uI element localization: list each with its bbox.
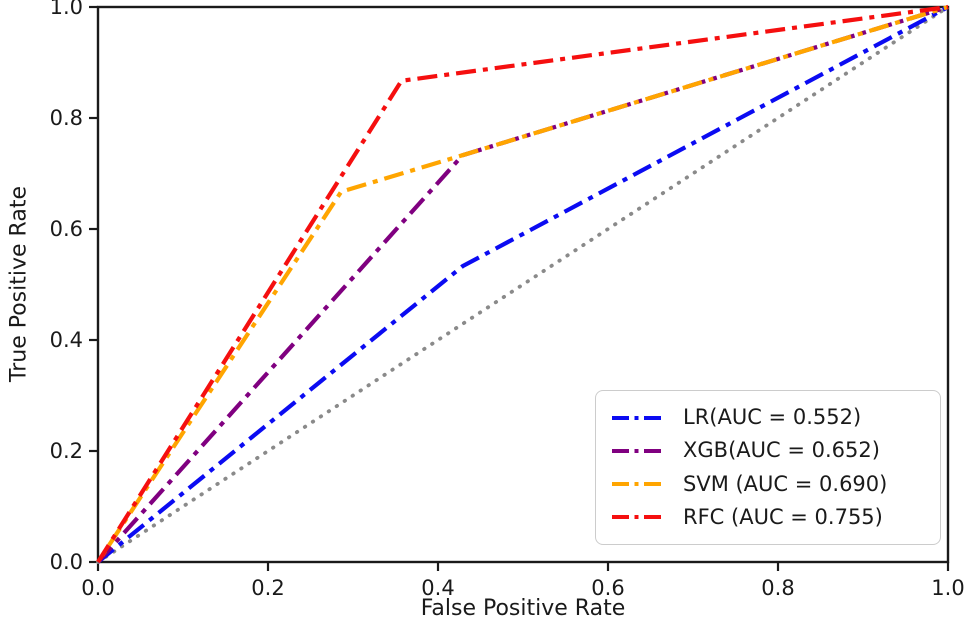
x-tick-label: 0.0	[81, 576, 114, 600]
y-tick-label: 0.6	[50, 217, 83, 241]
series-line-svm	[96, 4, 949, 564]
plot-border	[96, 5, 950, 564]
x-tick-label: 0.4	[421, 576, 454, 600]
legend: LR(AUC = 0.552) XGB(AUC = 0.652) SVM (AU…	[595, 390, 941, 545]
y-tick-label: 0.0	[50, 550, 83, 574]
series-line-rfc	[96, 4, 949, 564]
x-tick-label: 0.6	[591, 576, 624, 600]
legend-line-sample-xgb	[612, 448, 666, 453]
legend-line-sample-svm	[612, 482, 666, 487]
plot-frame	[96, 5, 950, 564]
legend-label-xgb: XGB(AUC = 0.652)	[683, 438, 880, 463]
y-tick-label: 0.2	[50, 439, 83, 463]
x-tick-label: 1.0	[931, 576, 964, 600]
reference-line-group	[96, 5, 950, 564]
y-tick-label: 0.4	[50, 328, 83, 352]
y-axis-label: True Positive Rate	[6, 186, 32, 382]
x-tick-label: 0.2	[251, 576, 284, 600]
legend-label-svm: SVM (AUC = 0.690)	[683, 471, 888, 496]
legend-line-sample-lr	[612, 415, 666, 420]
y-axis-ticks: 0.0 0.2 0.4 0.6 0.8 1.0	[50, 0, 98, 574]
x-axis-label: False Positive Rate	[420, 596, 626, 621]
x-tick-label: 0.8	[761, 576, 794, 600]
legend-label-lr: LR(AUC = 0.552)	[683, 405, 862, 430]
y-tick-label: 1.0	[50, 0, 83, 19]
y-tick-label: 0.8	[50, 106, 83, 130]
legend-line-sample-rfc	[612, 515, 666, 520]
legend-item-rfc: RFC (AUC = 0.755)	[610, 504, 926, 529]
legend-item-lr: LR(AUC = 0.552)	[610, 407, 926, 428]
legend-label-rfc: RFC (AUC = 0.755)	[683, 504, 883, 529]
legend-item-xgb: XGB(AUC = 0.652)	[610, 440, 926, 461]
x-axis-ticks: 0.0 0.2 0.4 0.6 0.8 1.0	[81, 562, 965, 600]
series-line-lr	[96, 5, 949, 564]
series-lines-group	[96, 4, 949, 564]
reference-line	[96, 5, 950, 564]
legend-item-svm: SVM (AUC = 0.690)	[610, 471, 926, 496]
